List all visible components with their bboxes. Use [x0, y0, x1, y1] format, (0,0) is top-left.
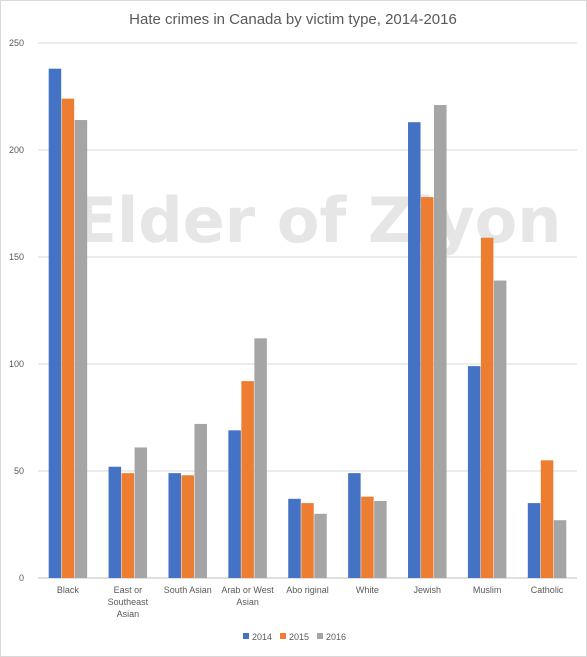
bar-layer	[48, 68, 567, 579]
bar-2016	[493, 280, 507, 578]
bar-2014	[228, 430, 241, 578]
bar-2014	[527, 503, 541, 578]
bar-2014	[48, 68, 62, 579]
bar-2016	[194, 423, 207, 578]
bar-2014	[288, 498, 301, 578]
category-label: Muslim	[473, 585, 502, 595]
bar-2016	[434, 105, 447, 578]
bar-2015	[241, 381, 254, 578]
bar-2014	[408, 122, 421, 579]
bar-2016	[134, 447, 148, 578]
bar-2015	[421, 197, 434, 578]
category-label: White	[356, 585, 379, 595]
bar-2016	[553, 520, 567, 578]
bar-2016	[314, 513, 327, 578]
chart-title: Hate crimes in Canada by victim type, 20…	[129, 11, 457, 28]
category-label-line: White	[356, 585, 379, 595]
bar-2016	[374, 500, 387, 578]
y-tick-label: 200	[9, 145, 24, 155]
category-label: Abo riginal	[286, 585, 329, 595]
legend-swatch-2014	[243, 633, 249, 639]
legend-label-2014: 2014	[252, 632, 272, 642]
y-tick-label: 150	[9, 252, 24, 262]
bar-2014	[108, 466, 122, 578]
legend-label-2015: 2015	[289, 632, 309, 642]
bar-2014	[348, 473, 361, 578]
category-label-layer: Black East or Southeast Asian South Asian Ara…	[57, 585, 564, 619]
category-label: Arab or West Asian	[221, 585, 274, 607]
category-label-line: Asian	[117, 609, 140, 619]
category-label-line: Catholic	[531, 585, 564, 595]
bar-2016	[74, 120, 88, 578]
bar-2015	[181, 475, 194, 578]
category-label: East or Southeast Asian	[108, 585, 149, 619]
category-label: Catholic	[531, 585, 564, 595]
watermark-text: Elder of Ziyon	[75, 184, 562, 257]
bar-2015	[121, 473, 135, 578]
category-label-line: Black	[57, 585, 80, 595]
bar-2015	[361, 496, 374, 578]
y-tick-label: 0	[19, 573, 24, 583]
category-label-line: Abo riginal	[286, 585, 329, 595]
category-label-line: Muslim	[473, 585, 502, 595]
bar-2015	[61, 98, 75, 578]
legend-label-2016: 2016	[326, 632, 346, 642]
bar-2015	[540, 460, 554, 578]
legend-swatch-2015	[280, 633, 286, 639]
y-tick-label: 50	[14, 466, 24, 476]
bar-2014	[168, 473, 181, 578]
y-tick-label: 100	[9, 359, 24, 369]
category-label-line: Asian	[236, 597, 259, 607]
bar-2015	[480, 237, 494, 579]
legend-swatch-2016	[317, 633, 323, 639]
category-label-line: Southeast	[108, 597, 149, 607]
category-label: South Asian	[164, 585, 212, 595]
category-label-line: Arab or West	[221, 585, 274, 595]
category-label: Black	[57, 585, 80, 595]
bar-2015	[301, 503, 314, 578]
legend: 2014 2015 2016	[243, 632, 346, 642]
bar-2014	[467, 366, 481, 578]
y-tick-label: 250	[9, 38, 24, 48]
bar-2016	[254, 338, 267, 578]
category-label: Jewish	[414, 585, 442, 595]
category-label-line: Jewish	[414, 585, 442, 595]
category-label-line: East or	[114, 585, 143, 595]
category-label-line: South Asian	[164, 585, 212, 595]
